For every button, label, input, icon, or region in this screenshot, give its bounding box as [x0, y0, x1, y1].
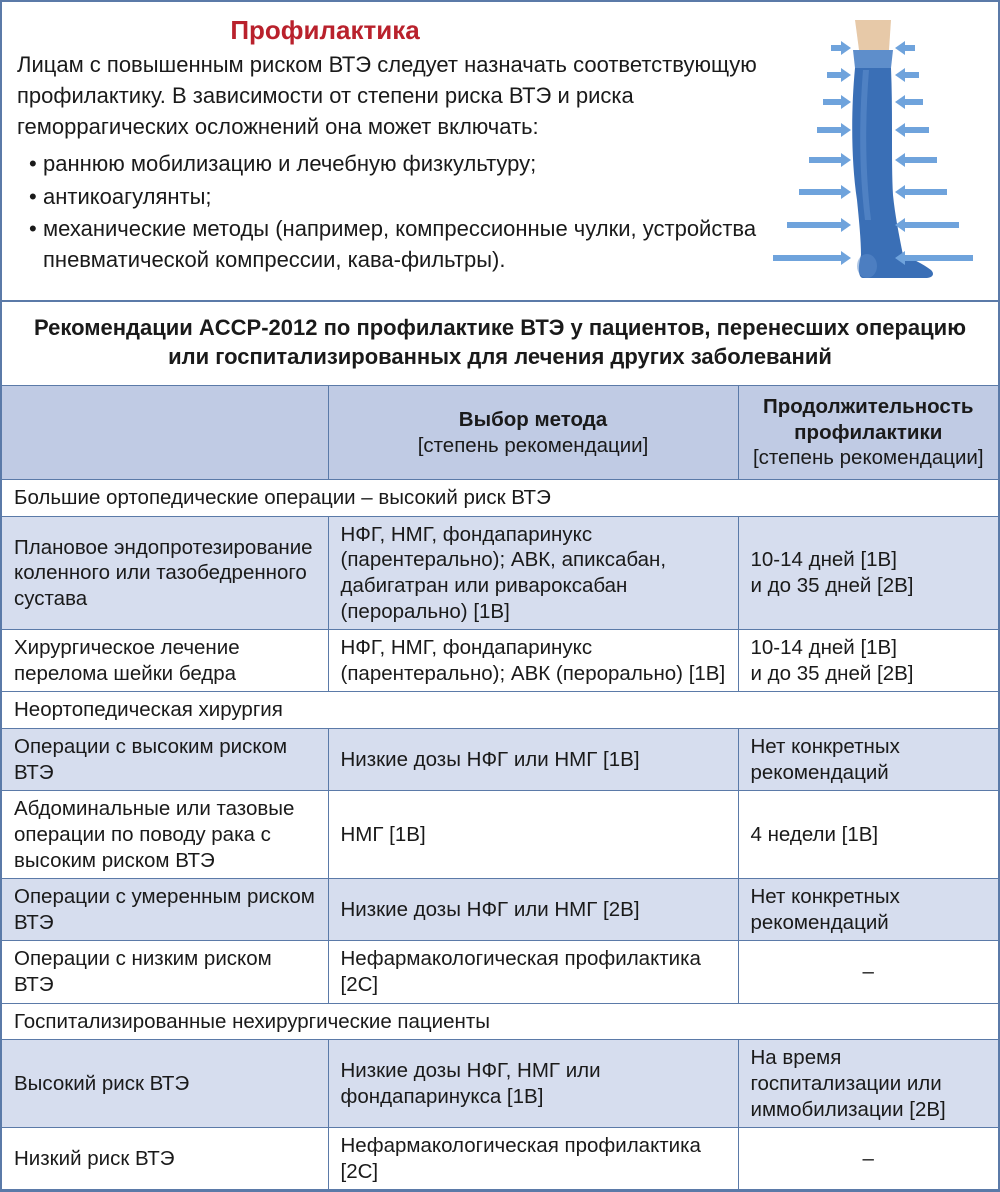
list-item: антикоагулянты; [29, 182, 763, 213]
table-cell: Нет конкретных рекомендаций [738, 729, 998, 791]
table-cell: Низкие дозы НФГ или НМГ [2В] [328, 879, 738, 941]
col-header-method: Выбор метода [степень рекомендации] [328, 386, 738, 480]
list-item: раннюю мобилизацию и лечебную физкультур… [29, 149, 763, 180]
table-row: Низкий риск ВТЭНефармакологическая профи… [2, 1128, 998, 1190]
table-cell: 4 недели [1В] [738, 791, 998, 879]
prophylaxis-list: раннюю мобилизацию и лечебную физкультур… [17, 149, 763, 276]
table-cell: НМГ [1В] [328, 791, 738, 879]
table-body: Большие ортопедические операции – высоки… [2, 480, 998, 1190]
table-row: Плановое эндопротезирование коленного ил… [2, 516, 998, 630]
table-row: Высокий риск ВТЭНизкие дозы НФГ, НМГ или… [2, 1040, 998, 1128]
table-cell: НФГ, НМГ, фондапаринукс (парентерально);… [328, 630, 738, 692]
table-cell: Низкие дозы НФГ или НМГ [1В] [328, 729, 738, 791]
table-cell: – [738, 1128, 998, 1190]
col-header-empty [2, 386, 328, 480]
table-cell: НФГ, НМГ, фондапаринукс (парентерально);… [328, 516, 738, 630]
prophylaxis-para: Лицам с повышенным риском ВТЭ следует на… [17, 50, 763, 142]
table-cell: Низкий риск ВТЭ [2, 1128, 328, 1190]
col-header-duration-sub: [степень рекомендации] [749, 445, 989, 471]
table-cell: Нефармакологическая профилактика [2С] [328, 941, 738, 1003]
table-cell: – [738, 941, 998, 1003]
recommendations-table: Выбор метода [степень рекомендации] Прод… [2, 385, 998, 1190]
col-header-method-main: Выбор метода [459, 408, 607, 431]
table-cell: Нет конкретных рекомендаций [738, 879, 998, 941]
table-row: Госпитализированные нехирургические паци… [2, 1003, 998, 1040]
table-section-header: Большие ортопедические операции – высоки… [2, 480, 998, 517]
table-cell: Операции с высоким риском ВТЭ [2, 729, 328, 791]
table-row: Большие ортопедические операции – высоки… [2, 480, 998, 517]
table-row: Хирургическое лечение перелома шейки бед… [2, 630, 998, 692]
table-cell: Хирургическое лечение перелома шейки бед… [2, 630, 328, 692]
table-cell: Низкие дозы НФГ, НМГ или фондапаринукса … [328, 1040, 738, 1128]
table-cell: Нефармакологическая профилактика [2С] [328, 1128, 738, 1190]
leg-svg [763, 20, 983, 280]
table-cell: 10-14 дней [1В]и до 35 дней [2В] [738, 516, 998, 630]
table-section-header: Госпитализированные нехирургические паци… [2, 1003, 998, 1040]
table-cell: Плановое эндопротезирование коленного ил… [2, 516, 328, 630]
prophylaxis-text: Профилактика Лицам с повышенным риском В… [17, 12, 763, 278]
table-row: Неортопедическая хирургия [2, 692, 998, 729]
prophylaxis-title: Профилактика [17, 12, 633, 48]
col-header-duration: Продолжительность профилактики [степень … [738, 386, 998, 480]
table-row: Операции с умеренным риском ВТЭНизкие до… [2, 879, 998, 941]
table-cell: Операции с низким риском ВТЭ [2, 941, 328, 1003]
col-header-method-sub: [степень рекомендации] [339, 433, 728, 459]
table-cell: Высокий риск ВТЭ [2, 1040, 328, 1128]
table-row: Абдоминальные или тазовые операции по по… [2, 791, 998, 879]
document-frame: Профилактика Лицам с повышенным риском В… [0, 0, 1000, 1192]
table-row: Операции с высоким риском ВТЭНизкие дозы… [2, 729, 998, 791]
table-section-header: Неортопедическая хирургия [2, 692, 998, 729]
table-cell: Операции с умеренным риском ВТЭ [2, 879, 328, 941]
prophylaxis-panel: Профилактика Лицам с повышенным риском В… [2, 2, 998, 302]
col-header-duration-main: Продолжительность профилактики [763, 395, 973, 444]
compression-stocking-icon [763, 12, 983, 285]
table-row: Операции с низким риском ВТЭНефармаколог… [2, 941, 998, 1003]
list-item: механические методы (например, компресси… [29, 214, 763, 276]
table-cell: На время госпитализации или иммобилизаци… [738, 1040, 998, 1128]
table-cell: Абдоминальные или тазовые операции по по… [2, 791, 328, 879]
table-cell: 10-14 дней [1В]и до 35 дней [2В] [738, 630, 998, 692]
recommendations-title: Рекомендации ACCP-2012 по профилактике В… [2, 302, 998, 385]
